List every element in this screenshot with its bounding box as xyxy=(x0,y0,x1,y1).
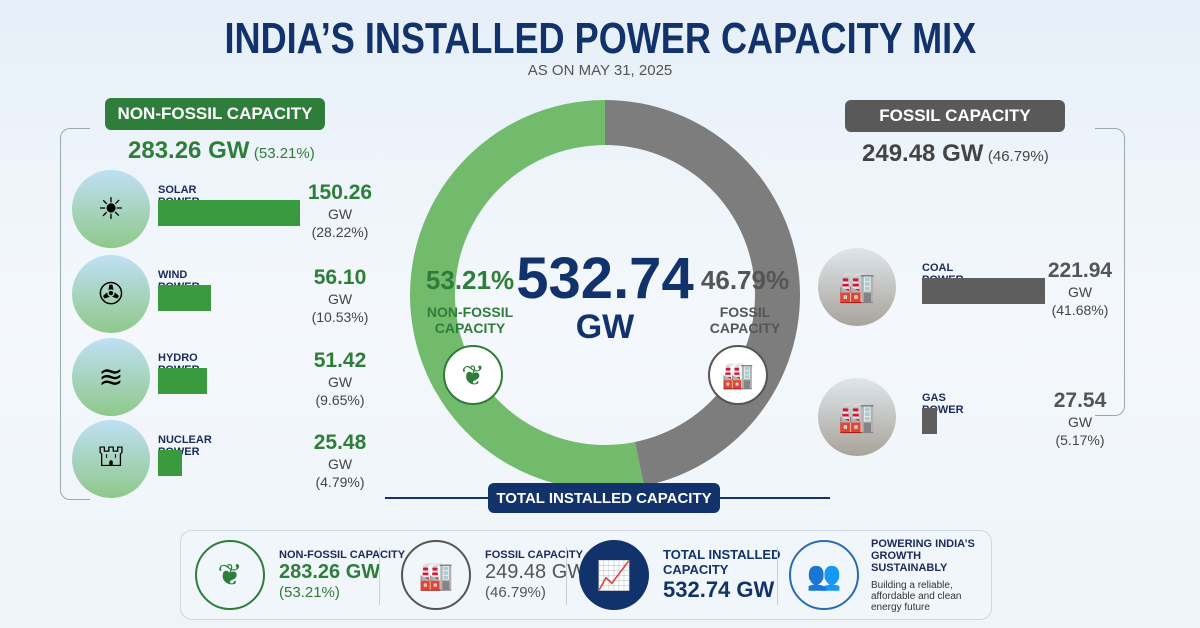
fossil-pct: 46.79% FOSSIL CAPACITY xyxy=(700,265,790,336)
summary-non-fossil: ❦ NON-FOSSIL CAPACITY 283.26 GW (53.21%) xyxy=(195,531,405,619)
wind-turbine-icon: ✇ xyxy=(72,255,150,333)
right-bracket xyxy=(1095,128,1125,416)
fossil-pill: FOSSIL CAPACITY xyxy=(845,100,1065,132)
row-value: 51.42 GW (9.65%) xyxy=(313,349,367,408)
hydro-dam-icon: ≋ xyxy=(72,338,150,416)
cooling-tower-icon: ⛫ xyxy=(72,420,150,498)
non-fossil-total: 283.26 GW (53.21%) xyxy=(128,137,315,164)
capacity-bar xyxy=(922,408,938,434)
summary-fossil: 🏭 FOSSIL CAPACITY 249.48 GW (46.79%) xyxy=(401,531,586,619)
row-label: GAS POWER xyxy=(922,392,964,416)
row-value: 56.10 GW (10.53%) xyxy=(311,266,369,325)
capacity-bar xyxy=(158,200,300,226)
page-subtitle: AS ON MAY 31, 2025 xyxy=(527,62,673,79)
summary-growth: 👥 POWERING INDIA’S GROWTH SUSTAINABLY Bui… xyxy=(789,531,989,619)
factory-icon: 🏭 xyxy=(708,345,768,405)
summary-panel: ❦ NON-FOSSIL CAPACITY 283.26 GW (53.21%) 🏭… xyxy=(180,530,992,620)
leaf-icon: ❦ xyxy=(443,345,503,405)
non-fossil-pill: NON-FOSSIL CAPACITY xyxy=(105,98,325,130)
summary-total: 📈 TOTAL INSTALLED CAPACITY 532.74 GW xyxy=(579,531,783,619)
bar-chart-growth-icon: 📈 xyxy=(579,540,649,610)
left-bracket xyxy=(60,128,90,500)
total-installed-pill: TOTAL INSTALLED CAPACITY xyxy=(488,483,720,513)
row-value: 221.94 GW (41.68%) xyxy=(1047,259,1113,318)
factory-icon: 🏭 xyxy=(401,540,471,610)
solar-panel-icon: ☀ xyxy=(72,170,150,248)
capacity-bar xyxy=(158,450,183,476)
page-title: INDIA’S INSTALLED POWER CAPACITY MIX xyxy=(224,14,976,63)
capacity-bar xyxy=(158,285,212,311)
leaf-plug-icon: ❦ xyxy=(195,540,265,610)
non-fossil-pct: 53.21% NON-FOSSIL CAPACITY xyxy=(425,265,515,336)
total-value: 532.74 GW xyxy=(516,246,694,347)
gas-plant-icon: 🏭 xyxy=(818,378,896,456)
row-value: 27.54 GW (5.17%) xyxy=(1053,389,1107,448)
coal-plant-icon: 🏭 xyxy=(818,248,896,326)
fossil-total: 249.48 GW (46.79%) xyxy=(862,140,1049,167)
people-icon: 👥 xyxy=(789,540,859,610)
capacity-bar xyxy=(158,368,207,394)
row-value: 25.48 GW (4.79%) xyxy=(313,431,367,490)
row-value: 150.26 GW (28.22%) xyxy=(307,181,373,240)
capacity-bar xyxy=(922,278,1045,304)
